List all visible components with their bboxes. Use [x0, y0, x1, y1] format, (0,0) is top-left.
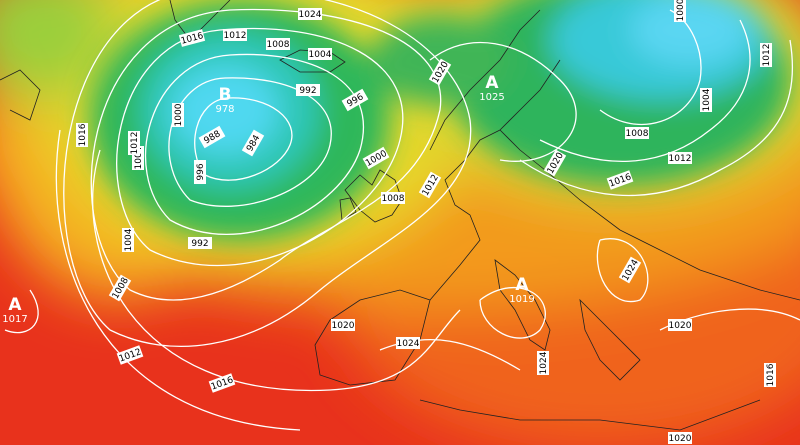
isobar-label: 1024: [298, 8, 322, 20]
label-box: [194, 160, 206, 184]
label-box: [208, 373, 236, 393]
label-box: [428, 58, 452, 86]
label-text: 1016: [766, 363, 776, 386]
label-text: 1004: [124, 228, 134, 251]
center-symbol: B: [219, 85, 232, 105]
label-box: [668, 319, 692, 331]
label-box: [625, 127, 649, 139]
label-box: [296, 84, 320, 96]
isobar-label: 1020: [668, 432, 692, 444]
isobar-label: 996: [194, 160, 206, 184]
isobar-label: 992: [296, 84, 320, 96]
label-box: [172, 103, 184, 127]
label-box: [108, 274, 132, 302]
label-box: [618, 256, 642, 284]
label-text: 1012: [224, 31, 247, 41]
label-box: [362, 146, 390, 170]
label-box: [308, 48, 332, 60]
label-box: [396, 337, 420, 349]
isobar-label: 1000: [172, 103, 184, 127]
label-box: [122, 228, 134, 252]
label-box: [198, 125, 226, 149]
label-box: [341, 88, 369, 112]
label-box: [606, 170, 634, 190]
label-text: 1004: [134, 146, 144, 169]
isobar-label: 1012: [760, 43, 772, 67]
label-text: 996: [196, 163, 206, 180]
center-value: 1017: [2, 314, 27, 325]
label-box: [266, 38, 290, 50]
label-text: 1024: [299, 10, 322, 20]
isobar-label: 1012: [223, 29, 247, 41]
label-text: 992: [299, 86, 316, 96]
label-text: 1020: [669, 434, 692, 444]
isobar-label: 992: [188, 237, 212, 249]
label-text: 1000: [174, 103, 184, 126]
label-box: [381, 192, 405, 204]
label-text: 1004: [309, 50, 332, 60]
isobar-label: 1008: [266, 38, 290, 50]
isobar-label: 1024: [537, 351, 549, 375]
label-box: [668, 152, 692, 164]
label-text: 1012: [762, 44, 772, 67]
label-text: 1012: [130, 132, 140, 155]
label-text: 1008: [382, 194, 405, 204]
label-box: [223, 29, 247, 41]
isobar-label: 1004: [308, 48, 332, 60]
isobar-label: 1012: [668, 152, 692, 164]
label-box: [116, 345, 144, 365]
center-symbol: A: [485, 73, 499, 93]
isobar-label: 1000: [674, 0, 686, 22]
label-text: 1024: [397, 339, 420, 349]
center-symbol: A: [515, 275, 529, 295]
isobar-label: 1016: [76, 123, 88, 147]
label-text: 992: [191, 239, 208, 249]
label-box: [128, 131, 140, 155]
label-text: 1012: [669, 154, 692, 164]
label-box: [76, 123, 88, 147]
isobar-label: 1016: [764, 363, 776, 387]
label-box: [178, 29, 206, 47]
label-text: 1004: [702, 88, 712, 111]
label-box: [298, 8, 322, 20]
isobar-label: 1008: [625, 127, 649, 139]
center-value: 978: [215, 104, 234, 115]
isobar-label: 1008: [381, 192, 405, 204]
label-text: 1020: [332, 321, 355, 331]
isobar-label: 1020: [668, 319, 692, 331]
label-text: 1008: [626, 129, 649, 139]
label-box: [537, 351, 549, 375]
label-box: [543, 149, 567, 177]
isobar-label: 1024: [396, 337, 420, 349]
label-box: [668, 432, 692, 444]
coastlines: [0, 0, 800, 431]
center-value: 1019: [509, 294, 534, 305]
isobar-label: 1004: [700, 88, 712, 112]
label-box: [760, 43, 772, 67]
isobar-label: 1020: [331, 319, 355, 331]
center-value: 1025: [479, 92, 504, 103]
label-text: 1008: [267, 40, 290, 50]
label-text: 1000: [676, 0, 686, 21]
isobar-label: 1012: [128, 131, 140, 155]
isobars: [4, 0, 800, 431]
label-text: 1016: [78, 123, 88, 146]
label-box: [418, 171, 442, 199]
label-box: [700, 88, 712, 112]
label-box: [764, 363, 776, 387]
center-symbol: A: [8, 295, 22, 315]
label-box: [674, 0, 686, 22]
label-text: 1020: [669, 321, 692, 331]
label-text: 1024: [539, 351, 549, 374]
isobar-label: 1004: [122, 228, 134, 252]
label-box: [331, 319, 355, 331]
label-box: [188, 237, 212, 249]
label-box: [241, 129, 265, 157]
